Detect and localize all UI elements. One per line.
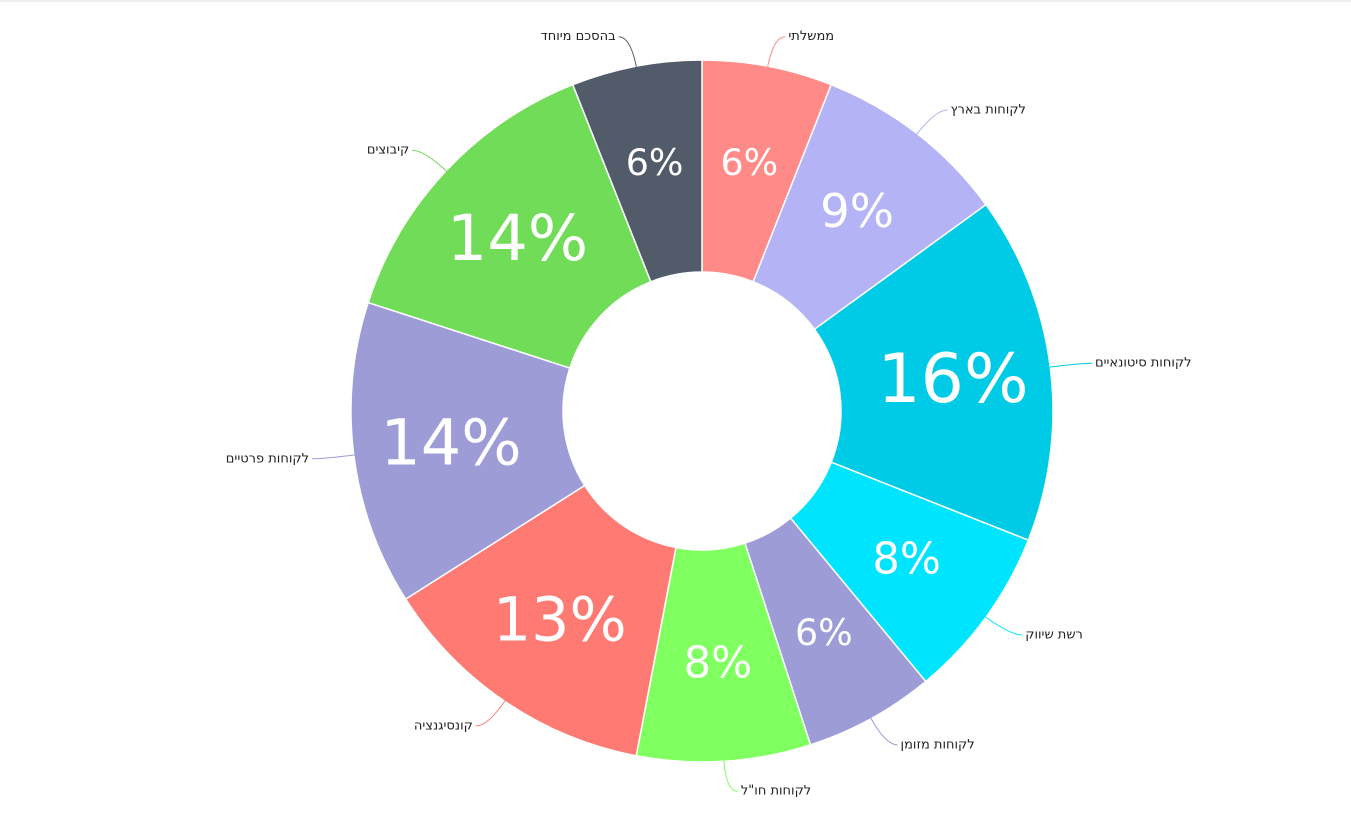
leader-line — [723, 759, 738, 792]
slice-percent-label: 14% — [447, 201, 588, 275]
slice-category-label: לקוחות בארץ — [951, 102, 1026, 117]
leader-line — [869, 716, 898, 746]
leader-line — [915, 109, 948, 136]
leader-line — [618, 36, 638, 69]
slice-percent-label: 8% — [872, 535, 941, 585]
slices-group — [350, 59, 1054, 763]
slice-9[interactable] — [571, 59, 703, 283]
slice-2[interactable] — [813, 203, 1054, 542]
leader-line — [984, 615, 1023, 636]
slice-percent-label: 14% — [380, 406, 521, 480]
slice-7[interactable] — [350, 301, 586, 601]
leader-lines-group — [312, 36, 1093, 792]
leader-line — [766, 36, 786, 69]
slice-percent-label: 8% — [684, 639, 753, 689]
slice-category-label: לקוחות פרטיים — [226, 451, 309, 466]
slice-percent-label: 16% — [877, 340, 1028, 419]
slice-6[interactable] — [404, 484, 677, 757]
slice-category-label: קיבוצים — [367, 143, 409, 158]
slice-category-label: קונסיגנציה — [414, 719, 473, 734]
slice-category-label: לקוחות חו"ל — [741, 784, 811, 799]
leader-line — [475, 699, 507, 727]
slice-category-label: ממשלתי — [788, 29, 834, 44]
slice-percent-label: 9% — [820, 184, 894, 238]
slice-category-label: בהסכם מיוחד — [541, 29, 616, 44]
percent-labels-group: 6% 9% 16% 8% 6% 8% 13% 14% 14% 6% — [380, 141, 1028, 689]
slice-category-label: רשת שיווק — [1025, 627, 1083, 642]
slice-percent-label: 6% — [626, 141, 684, 184]
slice-percent-label: 6% — [795, 611, 853, 654]
leader-line — [1048, 362, 1093, 368]
slice-percent-label: 13% — [493, 585, 627, 655]
top-border — [0, 0, 1351, 2]
slice-8[interactable] — [367, 83, 652, 369]
slice-percent-label: 6% — [721, 141, 779, 184]
leader-line — [312, 454, 356, 460]
leader-line — [412, 149, 448, 173]
slice-category-label: לקוחות מזומן — [901, 737, 975, 752]
category-labels-group: ממשלתי לקוחות בארץ לקוחות סיטונאיים רשת שיו… — [226, 29, 1192, 798]
slice-category-label: לקוחות סיטונאיים — [1095, 356, 1192, 371]
